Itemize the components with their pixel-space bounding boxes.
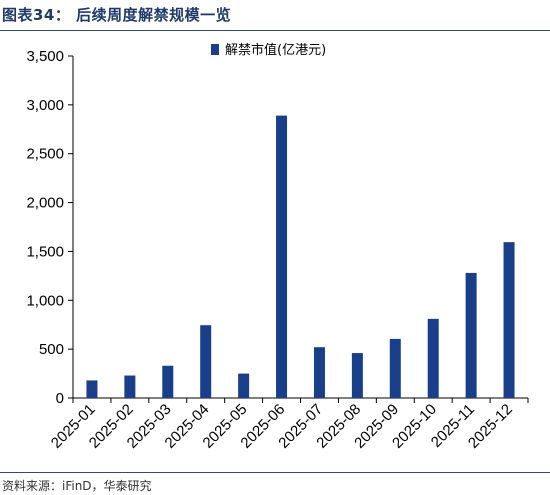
title-divider xyxy=(0,30,550,31)
bar-series xyxy=(86,115,515,398)
y-tick-label: 500 xyxy=(39,341,64,358)
y-axis: 0 500 1,000 1,500 2,000 2,500 3,000 3,500 xyxy=(26,48,74,407)
x-axis: 2025-012025-022025-032025-042025-052025-… xyxy=(48,397,529,452)
bar-2025-09 xyxy=(389,338,401,398)
y-tick-label: 3,500 xyxy=(26,48,64,65)
y-tick-label: 1,500 xyxy=(26,243,64,260)
bar-2025-11 xyxy=(465,272,477,398)
legend-label: 解禁市值(亿港元) xyxy=(225,42,326,58)
bar-2025-02 xyxy=(124,375,136,398)
bar-2025-05 xyxy=(238,373,250,398)
bar-2025-03 xyxy=(162,365,174,398)
bar-2025-07 xyxy=(313,347,325,398)
source-note: 资料来源：iFinD，华泰研究 xyxy=(2,479,152,493)
y-tick-label: 0 xyxy=(56,390,64,407)
y-tick-label: 2,000 xyxy=(26,195,64,212)
bar-2025-06 xyxy=(276,115,288,398)
y-tick-label: 2,500 xyxy=(26,146,64,163)
footer-divider xyxy=(0,472,550,473)
y-tick-label: 3,000 xyxy=(26,97,64,114)
bar-2025-01 xyxy=(86,380,98,398)
bar-2025-04 xyxy=(200,325,212,398)
legend-swatch xyxy=(211,44,219,55)
bar-2025-12 xyxy=(503,242,515,398)
bar-2025-10 xyxy=(427,318,439,398)
figure-title: 图表34： 后续周度解禁规模一览 xyxy=(2,6,232,24)
bar-2025-08 xyxy=(351,353,363,398)
y-tick-label: 1,000 xyxy=(26,292,64,309)
chart-legend: 解禁市值(亿港元) xyxy=(211,42,326,58)
